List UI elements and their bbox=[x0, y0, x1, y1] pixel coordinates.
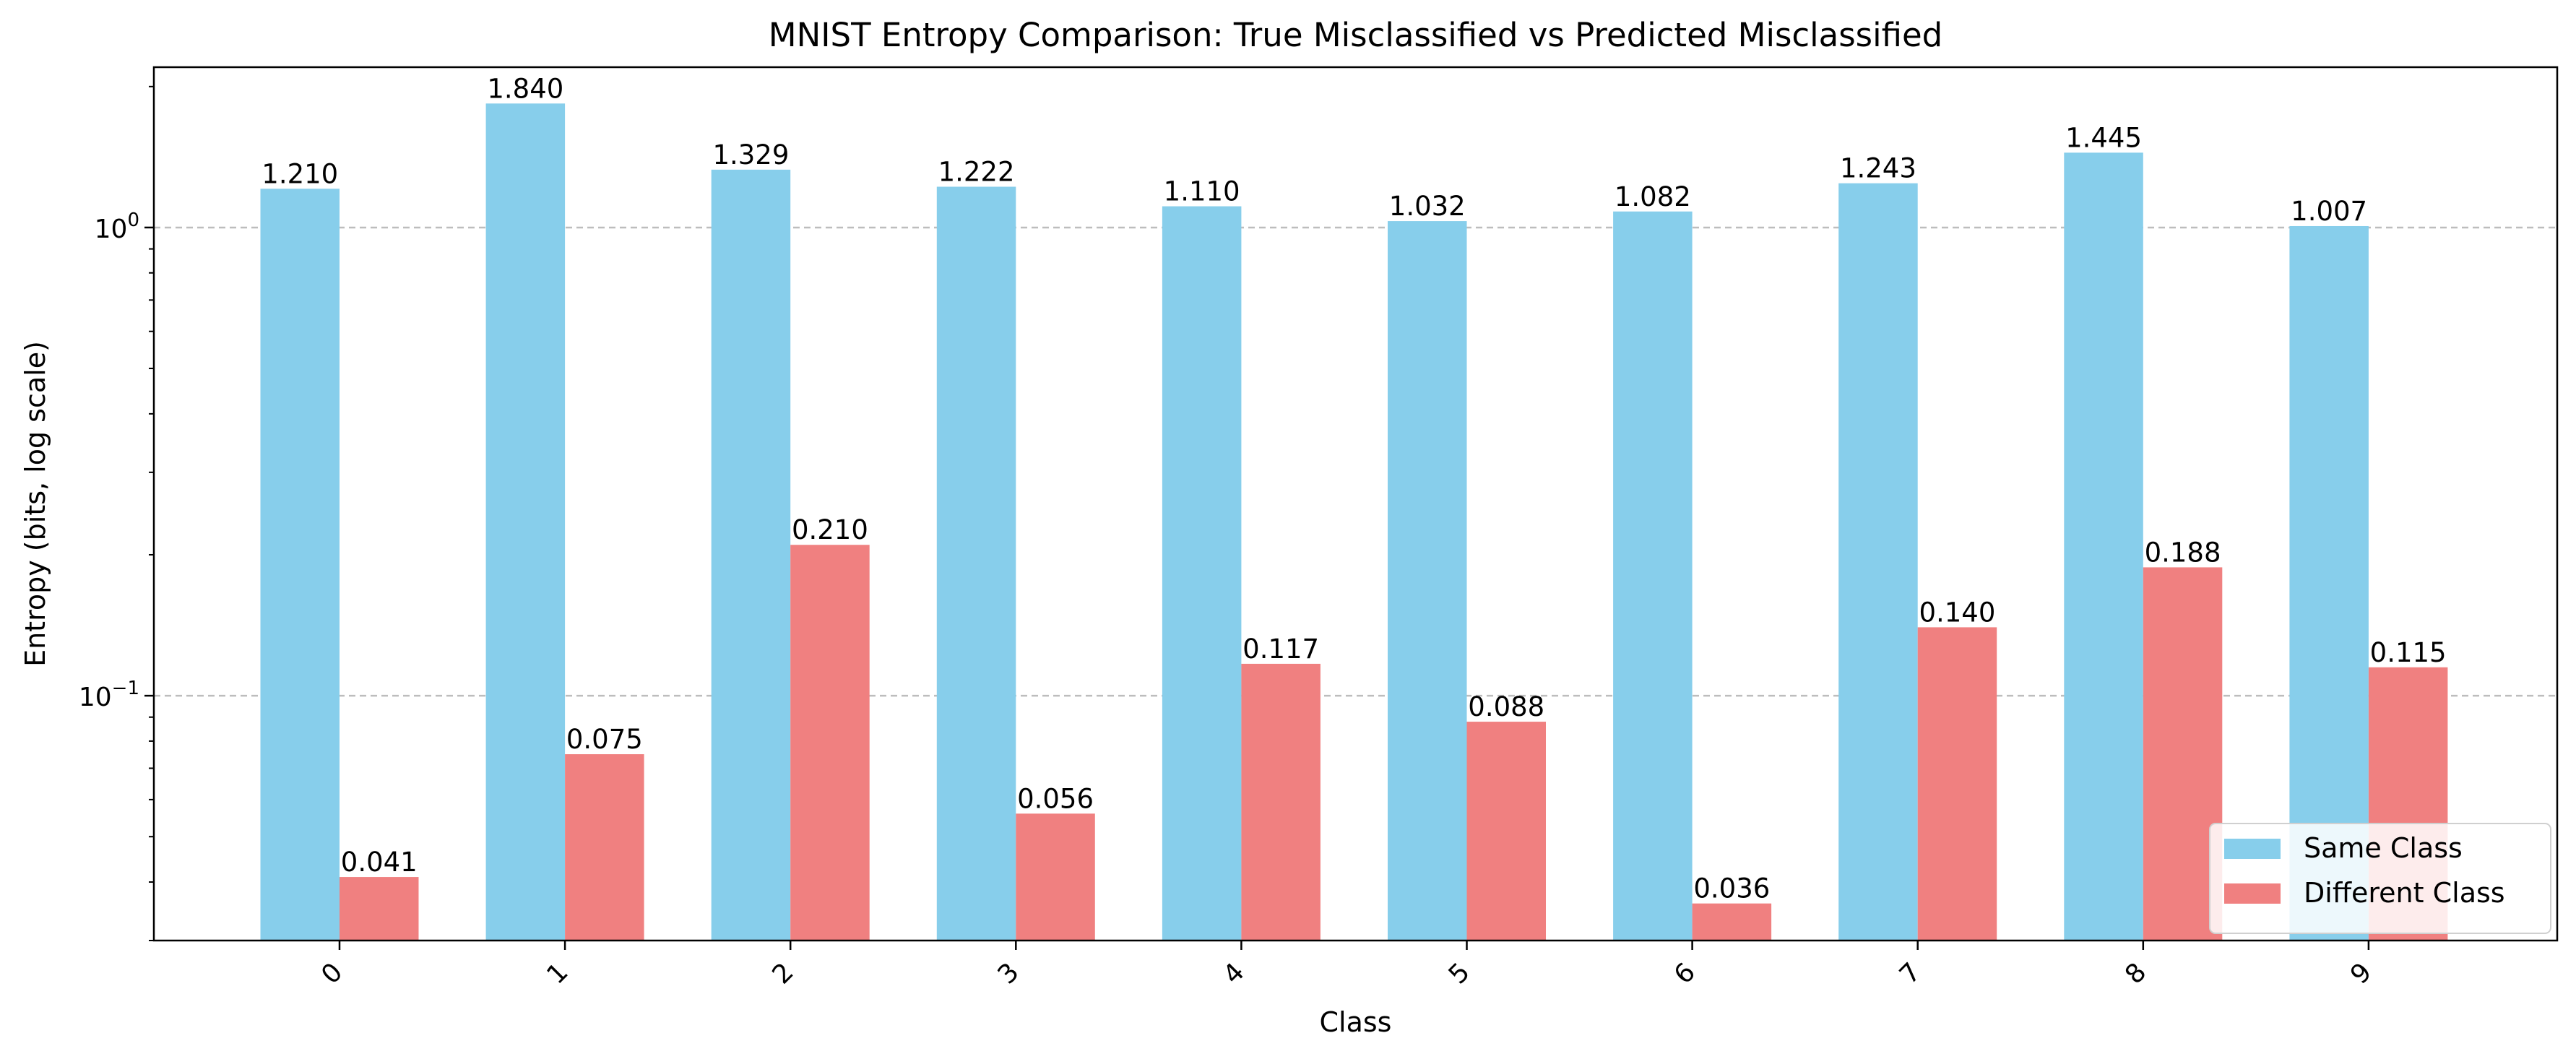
data-label: 1.007 bbox=[2291, 196, 2367, 227]
x-tick-label: 4 bbox=[1218, 957, 1250, 990]
data-label: 1.445 bbox=[2065, 122, 2142, 153]
legend-box bbox=[2209, 823, 2551, 934]
bar-same-class-0 bbox=[260, 189, 340, 941]
bar-different-class-7 bbox=[1917, 627, 1997, 941]
y-tick-label: 10−1 bbox=[79, 678, 139, 712]
bar-different-class-1 bbox=[565, 754, 644, 941]
x-tick-label: 1 bbox=[541, 957, 574, 990]
x-tick-label: 0 bbox=[316, 957, 348, 990]
data-labels: 1.210 0.041 1.840 0.075 1.329 0.210 1.222 0.056… bbox=[262, 73, 2446, 904]
bar-same-class-7 bbox=[1838, 183, 1918, 941]
bar-different-class-0 bbox=[340, 877, 419, 941]
x-tick-label: 3 bbox=[993, 957, 1025, 990]
bar-different-class-3 bbox=[1016, 813, 1095, 941]
data-label: 1.243 bbox=[1840, 153, 1916, 184]
data-label: 0.140 bbox=[1919, 597, 1995, 628]
y-axis-label: Entropy (bits, log scale) bbox=[20, 341, 51, 667]
data-label: 0.056 bbox=[1017, 783, 1094, 814]
data-label: 0.188 bbox=[2145, 537, 2221, 568]
data-label: 0.075 bbox=[566, 724, 643, 755]
x-tick-label: 2 bbox=[766, 957, 799, 990]
legend: Same Class Different Class bbox=[2209, 823, 2551, 934]
y-tick-label: 100 bbox=[95, 209, 139, 244]
bar-different-class-4 bbox=[1241, 663, 1321, 941]
bar-same-class-6 bbox=[1613, 211, 1693, 941]
x-axis-label: Class bbox=[1320, 1006, 1392, 1038]
x-tick-label: 7 bbox=[1894, 957, 1927, 990]
y-axis: 100 10−1 bbox=[79, 85, 154, 941]
legend-label: Same Class bbox=[2304, 832, 2463, 864]
bar-different-class-2 bbox=[790, 545, 870, 941]
bar-same-class-5 bbox=[1388, 221, 1467, 941]
data-label: 0.041 bbox=[341, 847, 418, 878]
legend-swatch bbox=[2224, 839, 2281, 859]
chart-title: MNIST Entropy Comparison: True Misclassi… bbox=[769, 16, 1942, 54]
bar-same-class-8 bbox=[2064, 152, 2143, 941]
data-label: 0.210 bbox=[792, 514, 868, 545]
legend-swatch bbox=[2224, 883, 2281, 904]
bar-same-class-4 bbox=[1162, 206, 1242, 941]
plot-area-frame bbox=[152, 66, 2559, 942]
data-label: 0.036 bbox=[1693, 873, 1770, 904]
data-label: 0.088 bbox=[1468, 691, 1544, 722]
bar-same-class-2 bbox=[711, 169, 791, 941]
data-label: 1.222 bbox=[938, 157, 1015, 188]
x-tick-label: 6 bbox=[1669, 957, 1701, 990]
data-label: 0.115 bbox=[2370, 637, 2447, 668]
bar-same-class-3 bbox=[936, 186, 1016, 941]
x-tick-label: 5 bbox=[1443, 957, 1476, 990]
data-label: 1.840 bbox=[487, 73, 563, 104]
bars bbox=[260, 103, 2448, 941]
data-label: 1.329 bbox=[712, 139, 789, 170]
bar-different-class-6 bbox=[1692, 903, 1772, 941]
data-label: 1.032 bbox=[1389, 191, 1466, 222]
x-tick-label: 8 bbox=[2119, 957, 2152, 990]
bar-same-class-1 bbox=[485, 103, 566, 941]
bar-same-class-9 bbox=[2289, 225, 2369, 941]
bar-different-class-5 bbox=[1466, 722, 1546, 941]
data-label: 1.110 bbox=[1164, 176, 1240, 207]
x-tick-label: 9 bbox=[2345, 957, 2377, 990]
data-label: 0.117 bbox=[1242, 634, 1319, 665]
data-label: 1.082 bbox=[1615, 181, 1691, 212]
legend-label: Different Class bbox=[2304, 877, 2505, 909]
data-label: 1.210 bbox=[262, 158, 338, 189]
x-axis: 0 1 2 3 4 5 6 7 8 9 bbox=[316, 941, 2377, 990]
